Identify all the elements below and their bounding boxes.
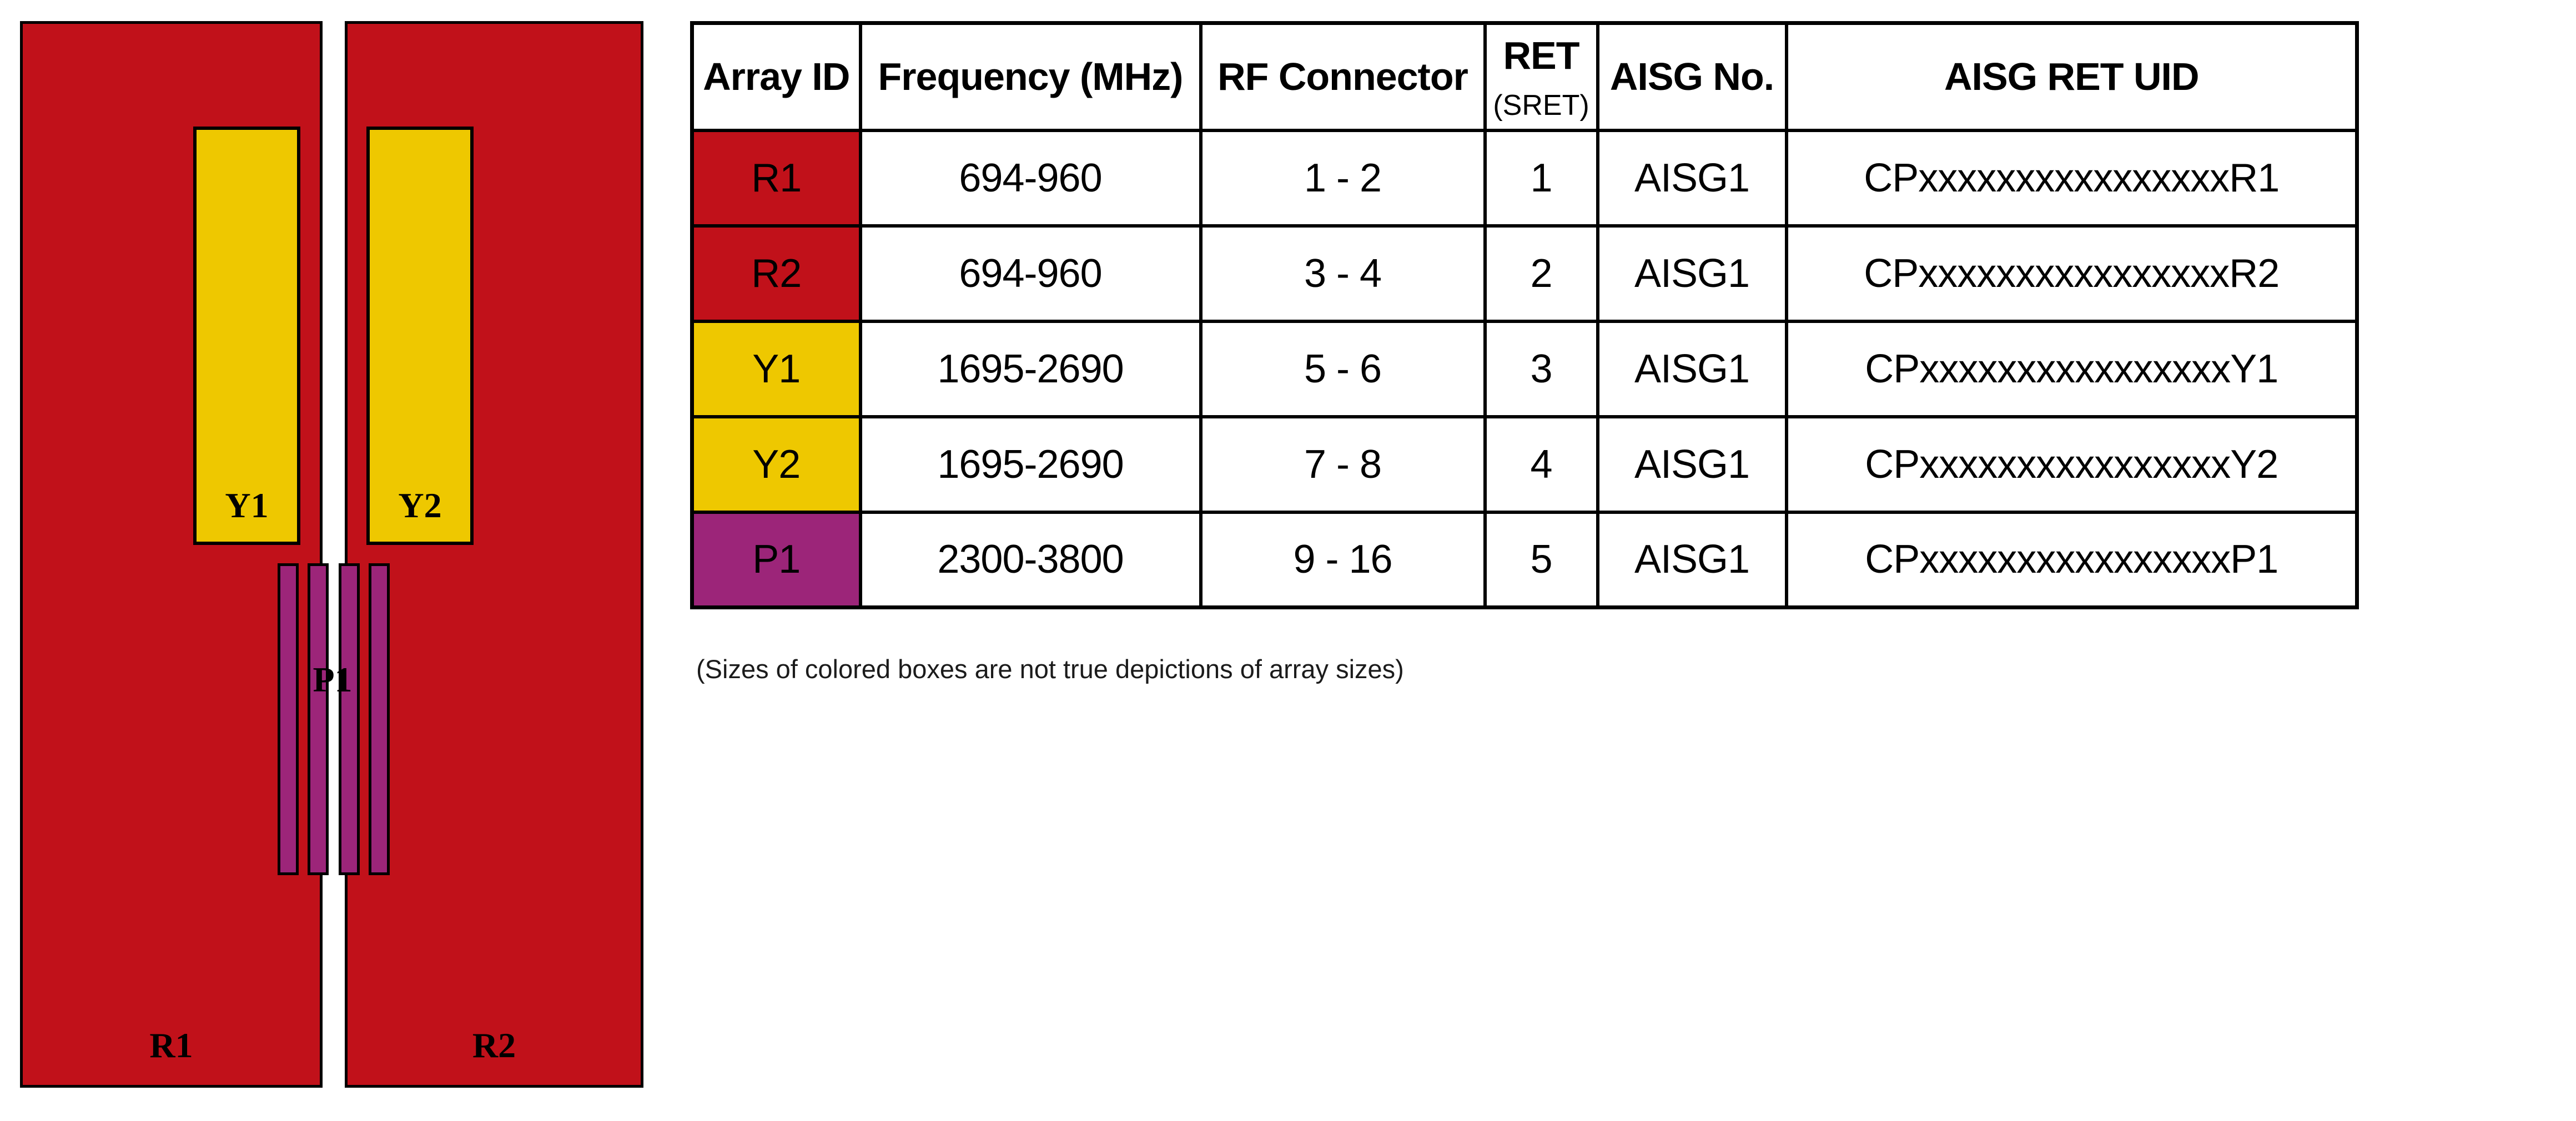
table-row: Y2 1695-2690 7 - 8 4 AISG1 CPxxxxxxxxxxx… xyxy=(690,415,2359,514)
rf-connector-cell: 7 - 8 xyxy=(1199,415,1487,514)
ret-cell: 5 xyxy=(1483,510,1599,609)
col-header-array-id: Array ID xyxy=(690,21,862,132)
frequency-cell: 1695-2690 xyxy=(858,415,1203,514)
ret-cell: 1 xyxy=(1483,128,1599,228)
table-row: P1 2300-3800 9 - 16 5 AISG1 CPxxxxxxxxxx… xyxy=(690,510,2359,609)
aisg-ret-uid-cell: CPxxxxxxxxxxxxxxxxR2 xyxy=(1784,224,2359,323)
aisg-ret-uid-cell: CPxxxxxxxxxxxxxxxxY2 xyxy=(1784,415,2359,514)
col-header-frequency: Frequency (MHz) xyxy=(858,21,1203,132)
aisg-ret-uid-cell: CPxxxxxxxxxxxxxxxxR1 xyxy=(1784,128,2359,228)
purple-array-strip xyxy=(369,563,390,875)
yellow-array-y2-box: Y2 xyxy=(366,127,474,545)
ret-cell: 3 xyxy=(1483,319,1599,418)
rf-connector-cell: 3 - 4 xyxy=(1199,224,1487,323)
purple-array-strip xyxy=(308,563,329,875)
frequency-cell: 694-960 xyxy=(858,128,1203,228)
red-array-r1-label: R1 xyxy=(149,1026,193,1065)
table-row: R2 694-960 3 - 4 2 AISG1 CPxxxxxxxxxxxxx… xyxy=(690,224,2359,323)
aisg-no-cell: AISG1 xyxy=(1596,128,1788,228)
purple-array-p1-label: P1 xyxy=(313,660,353,699)
array-spec-table: Array ID Frequency (MHz) RF Connector RE… xyxy=(690,21,2359,609)
array-id-cell: R1 xyxy=(690,128,862,228)
frequency-cell: 694-960 xyxy=(858,224,1203,323)
frequency-cell: 1695-2690 xyxy=(858,319,1203,418)
size-disclaimer-note: (Sizes of colored boxes are not true dep… xyxy=(696,654,1404,684)
table-row: Y1 1695-2690 5 - 6 3 AISG1 CPxxxxxxxxxxx… xyxy=(690,319,2359,418)
yellow-array-y1-box: Y1 xyxy=(193,127,300,545)
table-row: R1 694-960 1 - 2 1 AISG1 CPxxxxxxxxxxxxx… xyxy=(690,128,2359,228)
rf-connector-cell: 9 - 16 xyxy=(1199,510,1487,609)
aisg-no-cell: AISG1 xyxy=(1596,415,1788,514)
aisg-ret-uid-cell: CPxxxxxxxxxxxxxxxxY1 xyxy=(1784,319,2359,418)
purple-array-strip xyxy=(278,563,299,875)
rf-connector-cell: 5 - 6 xyxy=(1199,319,1487,418)
aisg-no-cell: AISG1 xyxy=(1596,224,1788,323)
col-header-rf-connector: RF Connector xyxy=(1199,21,1487,132)
aisg-no-cell: AISG1 xyxy=(1596,510,1788,609)
array-id-cell: R2 xyxy=(690,224,862,323)
col-header-ret: RET (SRET) xyxy=(1483,21,1599,132)
header-row: Array ID Frequency (MHz) RF Connector RE… xyxy=(690,21,2359,132)
red-array-r2-box: R2 xyxy=(345,21,643,1088)
col-header-ret-line2: (SRET) xyxy=(1493,89,1589,122)
ret-cell: 2 xyxy=(1483,224,1599,323)
yellow-array-y1-label: Y1 xyxy=(225,486,269,525)
col-header-aisg-no: AISG No. xyxy=(1596,21,1788,132)
ret-cell: 4 xyxy=(1483,415,1599,514)
array-id-cell: Y2 xyxy=(690,415,862,514)
aisg-ret-uid-cell: CPxxxxxxxxxxxxxxxxP1 xyxy=(1784,510,2359,609)
red-array-r2-label: R2 xyxy=(472,1026,516,1065)
col-header-aisg-ret-uid: AISG RET UID xyxy=(1784,21,2359,132)
array-id-cell: P1 xyxy=(690,510,862,609)
rf-connector-cell: 1 - 2 xyxy=(1199,128,1487,228)
frequency-cell: 2300-3800 xyxy=(858,510,1203,609)
purple-array-strip xyxy=(339,563,360,875)
col-header-ret-line1: RET xyxy=(1503,34,1580,78)
array-id-cell: Y1 xyxy=(690,319,862,418)
yellow-array-y2-label: Y2 xyxy=(398,486,442,525)
aisg-no-cell: AISG1 xyxy=(1596,319,1788,418)
